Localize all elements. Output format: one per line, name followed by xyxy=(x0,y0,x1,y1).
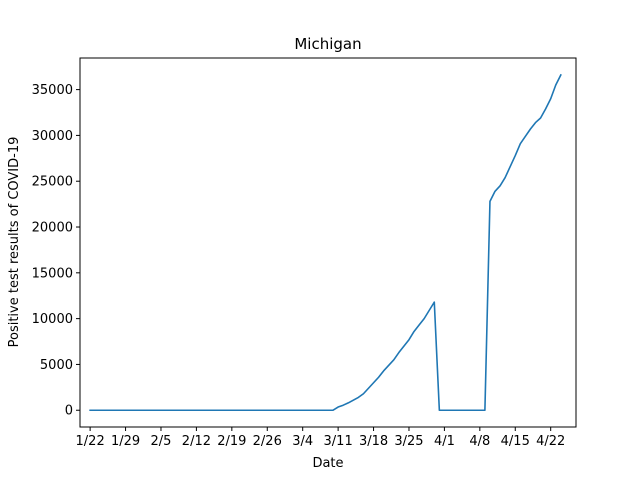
x-tick-label: 3/25 xyxy=(394,434,423,449)
y-axis-label: Positive test results of COVID-19 xyxy=(7,137,22,348)
y-tick-label: 5000 xyxy=(40,358,73,373)
x-tick-label: 4/15 xyxy=(501,434,530,449)
x-tick-label: 3/18 xyxy=(359,434,388,449)
y-tick-label: 0 xyxy=(65,404,73,419)
x-tick-label: 4/1 xyxy=(434,434,455,449)
y-axis-ticks: 0 5000 10000 15000 20000 25000 30000 35000 xyxy=(32,83,80,419)
x-tick-label: 3/4 xyxy=(292,434,313,449)
y-tick-label: 35000 xyxy=(32,83,73,98)
x-tick-label: 3/11 xyxy=(324,434,353,449)
y-tick-label: 25000 xyxy=(32,175,73,190)
x-tick-label: 2/5 xyxy=(151,434,172,449)
series-line xyxy=(89,73,562,412)
x-tick-label: 2/19 xyxy=(217,434,246,449)
chart-title: Michigan xyxy=(294,35,361,53)
x-tick-label: 4/8 xyxy=(469,434,490,449)
x-axis-ticks: 1/22 1/29 2/5 2/12 2/19 2/26 3/4 3/11 3/18 3/25 4/… xyxy=(76,427,565,449)
y-tick-label: 20000 xyxy=(32,221,73,236)
x-tick-label: 1/22 xyxy=(76,434,105,449)
x-axis-label: Date xyxy=(312,456,343,471)
plot-frame xyxy=(79,57,577,428)
y-tick-label: 10000 xyxy=(32,312,73,327)
x-tick-label: 2/12 xyxy=(182,434,211,449)
y-tick-label: 15000 xyxy=(32,266,73,281)
y-tick-label: 30000 xyxy=(32,129,73,144)
plot-series xyxy=(89,73,562,412)
x-tick-label: 4/22 xyxy=(536,434,565,449)
x-tick-label: 1/29 xyxy=(111,434,140,449)
x-tick-label: 2/26 xyxy=(253,434,282,449)
